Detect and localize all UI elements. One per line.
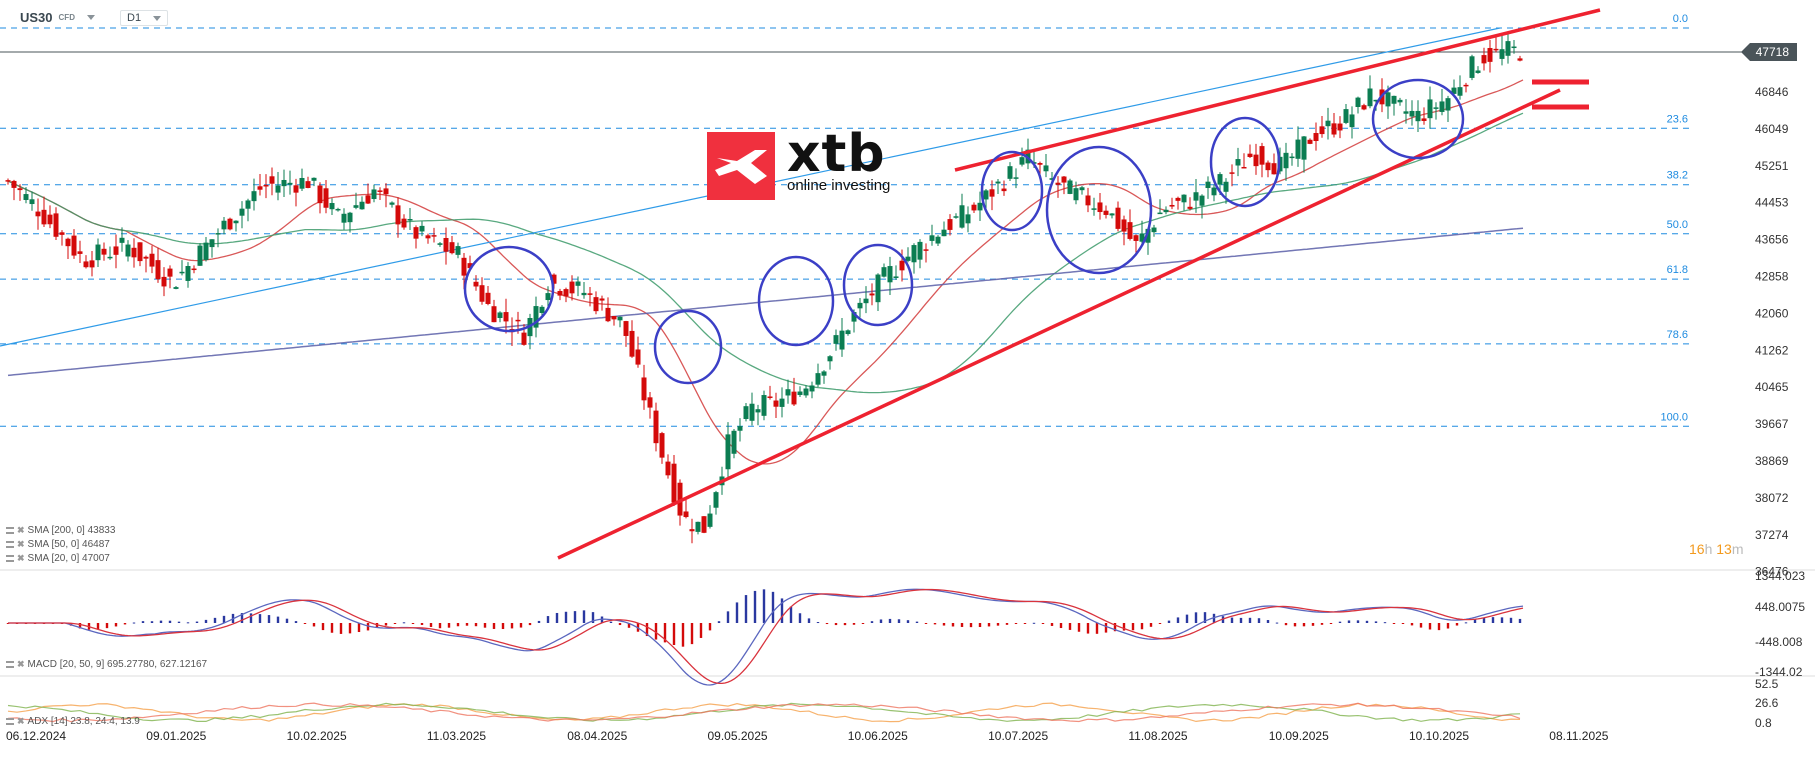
date-axis-label: 10.06.2025 — [848, 729, 908, 743]
svg-text:100.0: 100.0 — [1660, 411, 1688, 423]
legend-label: ADX [14] 23.8, 24.4, 13.9 — [27, 716, 140, 727]
price-axis-label: 43656 — [1755, 233, 1789, 247]
timeframe-selector[interactable]: D1 — [120, 10, 169, 26]
settings-icon[interactable] — [6, 555, 14, 562]
legend-sma50[interactable]: ✖ SMA [50, 0] 46487 — [6, 539, 110, 550]
date-axis-label: 10.02.2025 — [287, 729, 347, 743]
price-axis-label: 46846 — [1755, 85, 1789, 99]
xtb-logo: xtb online investing — [707, 128, 891, 200]
price-axis-label: 41262 — [1755, 343, 1789, 357]
symbol-selector[interactable]: US30 CFD — [20, 10, 95, 25]
xtb-logo-mark-icon — [707, 132, 775, 200]
legend-label: MACD [20, 50, 9] 695.27780, 627.12167 — [27, 659, 208, 670]
settings-icon[interactable] — [6, 661, 14, 668]
svg-text:0.0: 0.0 — [1673, 13, 1688, 25]
close-icon[interactable]: ✖ — [17, 659, 25, 669]
svg-text:61.8: 61.8 — [1667, 264, 1688, 276]
date-axis-label: 10.10.2025 — [1409, 729, 1469, 743]
price-axis-label: 40465 — [1755, 380, 1789, 394]
legend-label: SMA [200, 0] 43833 — [27, 525, 116, 536]
date-axis-label: 11.03.2025 — [427, 729, 486, 743]
date-axis-label: 08.11.2025 — [1549, 729, 1608, 743]
svg-text:38.2: 38.2 — [1667, 170, 1688, 182]
legend-label: SMA [20, 0] 47007 — [27, 553, 110, 564]
price-axis-label: 39667 — [1755, 417, 1789, 431]
price-axis-label: 44453 — [1755, 196, 1789, 210]
legend-sma200[interactable]: ✖ SMA [200, 0] 43833 — [6, 525, 115, 536]
candle-countdown: 16h 13m — [1689, 541, 1744, 557]
settings-icon[interactable] — [6, 541, 14, 548]
svg-text:50.0: 50.0 — [1667, 219, 1688, 231]
svg-text:26.6: 26.6 — [1755, 696, 1779, 710]
date-axis-label: 10.09.2025 — [1269, 729, 1329, 743]
logo-brand: xtb — [787, 124, 886, 184]
close-icon[interactable]: ✖ — [17, 539, 25, 549]
price-axis-label: 37274 — [1755, 528, 1789, 542]
svg-text:448.0075: 448.0075 — [1755, 600, 1805, 614]
svg-text:52.5: 52.5 — [1755, 677, 1779, 691]
svg-text:-1344.02: -1344.02 — [1755, 665, 1803, 679]
close-icon[interactable]: ✖ — [17, 525, 25, 535]
chevron-down-icon — [153, 15, 162, 21]
chevron-down-icon — [86, 15, 95, 20]
instrument-type: CFD — [58, 13, 75, 22]
legend-adx[interactable]: ✖ ADX [14] 23.8, 24.4, 13.9 — [6, 716, 140, 727]
settings-icon[interactable] — [6, 718, 14, 725]
symbol-name: US30 — [20, 10, 53, 25]
svg-text:0.8: 0.8 — [1755, 716, 1772, 730]
timeframe-value: D1 — [127, 12, 142, 24]
logo-tagline: online investing — [787, 177, 891, 194]
price-axis-label: 42060 — [1755, 306, 1789, 320]
price-axis-label: 46049 — [1755, 122, 1789, 136]
current-price-tag: 47718 — [1740, 43, 1797, 61]
date-axis-label: 11.08.2025 — [1128, 729, 1187, 743]
legend-sma20[interactable]: ✖ SMA [20, 0] 47007 — [6, 553, 110, 564]
date-axis-label: 09.05.2025 — [708, 729, 768, 743]
svg-text:1344.023: 1344.023 — [1755, 569, 1805, 583]
close-icon[interactable]: ✖ — [17, 553, 25, 563]
date-axis-label: 10.07.2025 — [988, 729, 1048, 743]
price-axis-label: 45251 — [1755, 159, 1789, 173]
svg-text:-448.008: -448.008 — [1755, 635, 1803, 649]
date-axis-label: 09.01.2025 — [146, 729, 206, 743]
settings-icon[interactable] — [6, 527, 14, 534]
price-axis-label: 38869 — [1755, 454, 1789, 468]
svg-text:23.6: 23.6 — [1667, 113, 1688, 125]
svg-text:78.6: 78.6 — [1667, 329, 1688, 341]
close-icon[interactable]: ✖ — [17, 716, 25, 726]
legend-macd[interactable]: ✖ MACD [20, 50, 9] 695.27780, 627.12167 — [6, 659, 207, 670]
legend-label: SMA [50, 0] 46487 — [27, 539, 110, 550]
price-axis-label: 42858 — [1755, 270, 1789, 284]
date-axis-label: 08.04.2025 — [567, 729, 627, 743]
price-axis-label: 38072 — [1755, 491, 1789, 505]
date-axis-label: 06.12.2024 — [6, 729, 66, 743]
price-axis-label: 36476 — [1755, 565, 1789, 579]
